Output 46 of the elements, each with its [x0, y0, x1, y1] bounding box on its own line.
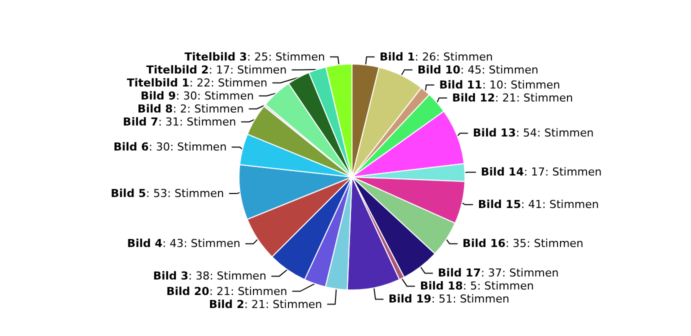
data-label: : 31: Stimmen — [158, 115, 236, 128]
slice-label: Bild 20 — [166, 284, 210, 298]
data-label: : 38: Stimmen — [188, 270, 266, 283]
slice-label: Bild 10 — [417, 63, 461, 76]
slice-label: Bild 7 — [122, 115, 158, 128]
data-label: : 53: Stimmen — [146, 187, 224, 200]
slice-label: Bild 12 — [452, 92, 496, 105]
data-label: : 35: Stimmen — [505, 237, 584, 250]
slice-label: Bild 16 — [462, 237, 506, 250]
slice-label: Titelbild 1 — [126, 76, 190, 90]
data-label: : 26: Stimmen — [414, 50, 493, 64]
slice-label: Bild 8 — [138, 102, 173, 116]
data-label: : 37: Stimmen — [480, 266, 559, 280]
data-label: : 30: Stimmen — [176, 89, 254, 102]
slice-label: Bild 6 — [113, 140, 150, 154]
data-label: : 2: Stimmen — [172, 102, 244, 116]
slice-label: Bild 15 — [478, 198, 521, 212]
slice-label: Bild 3 — [153, 270, 188, 283]
slice-label: Bild 14 — [480, 166, 524, 179]
slice-label: Bild 18 — [420, 280, 463, 293]
slice-label: Bild 4 — [127, 237, 163, 250]
data-label: : 43: Stimmen — [162, 237, 240, 250]
slice-label: Bild 2 — [208, 298, 244, 311]
data-label: : 17: Stimmen — [208, 63, 287, 76]
data-label: : 54: Stimmen — [516, 126, 594, 140]
slice-label: Titelbild 3 — [184, 50, 248, 64]
slice-label: Bild 9 — [140, 89, 176, 102]
data-label: : 10: Stimmen — [482, 78, 560, 92]
data-label: : 21: Stimmen — [209, 284, 288, 298]
data-label: : 22: Stimmen — [189, 76, 268, 90]
data-label: : 45: Stimmen — [460, 63, 538, 76]
slice-label: Bild 13 — [472, 126, 516, 140]
data-label: : 21: Stimmen — [495, 92, 573, 105]
slice-label: Titelbild 2 — [146, 63, 209, 76]
slice-label: Bild 19 — [388, 292, 432, 306]
data-label: : 41: Stimmen — [520, 198, 599, 212]
data-label: : 17: Stimmen — [524, 166, 602, 179]
data-label: : 25: Stimmen — [247, 50, 325, 64]
slice-label: Bild 5 — [110, 187, 146, 200]
data-label: : 21: Stimmen — [244, 298, 322, 311]
slice-label: Bild 11 — [439, 78, 482, 92]
slice-label: Bild 17 — [438, 266, 481, 280]
data-label: : 5: Stimmen — [462, 280, 534, 293]
slice-label: Bild 1 — [380, 50, 415, 64]
data-label: : 30: Stimmen — [148, 140, 227, 154]
data-label: : 51: Stimmen — [431, 292, 510, 306]
